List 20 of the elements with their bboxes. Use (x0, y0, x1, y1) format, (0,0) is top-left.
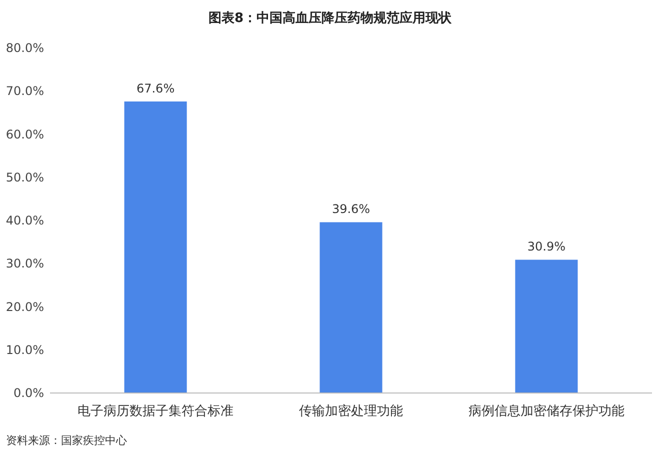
bar (515, 260, 578, 393)
y-tick-label: 50.0% (6, 170, 44, 184)
y-tick-label: 0.0% (14, 386, 44, 400)
y-tick-label: 40.0% (6, 214, 44, 228)
text: 资料来源：国家疾控中心 (6, 434, 127, 447)
chart-title: 图表8：中国高血压降压药物规范应用现状 (208, 10, 453, 26)
data-label: 39.6% (332, 202, 370, 216)
bar (124, 101, 187, 393)
y-tick-label: 80.0% (6, 41, 44, 55)
y-tick-label: 60.0% (6, 127, 44, 142)
y-tick-label: 70.0% (6, 84, 44, 98)
x-tick-label: 病例信息加密储存保护功能 (468, 404, 624, 419)
x-tick-label: 传输加密处理功能 (299, 404, 403, 419)
data-label: 30.9% (527, 240, 566, 254)
y-tick-label: 30.0% (6, 256, 44, 271)
data-label: 67.6% (136, 81, 175, 96)
x-tick-label: 电子病历数据子集符合标准 (78, 404, 234, 419)
y-tick-label: 20.0% (6, 300, 44, 314)
bar (320, 222, 382, 393)
y-tick-label: 10.0% (6, 342, 44, 357)
